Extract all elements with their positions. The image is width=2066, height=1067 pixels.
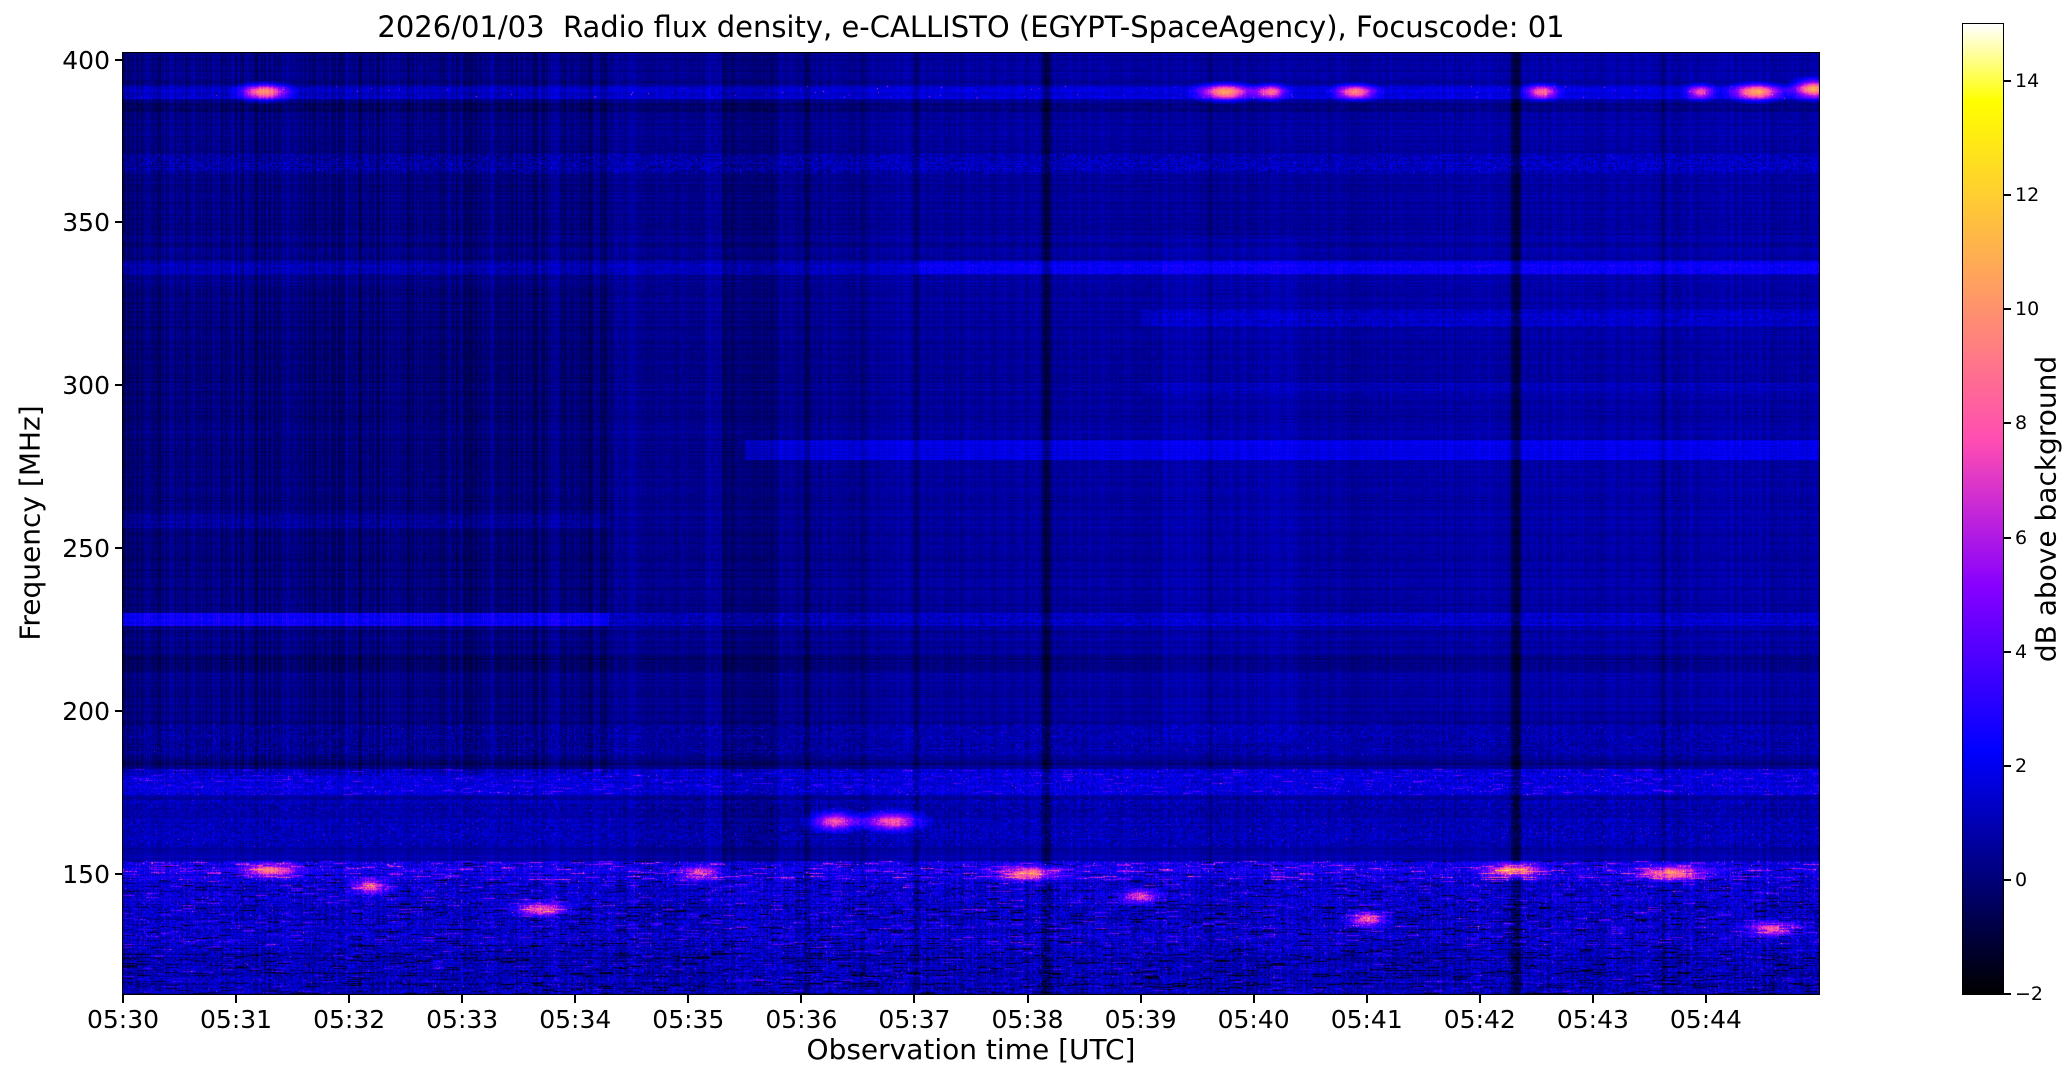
- x-tick-mark: [348, 995, 351, 1003]
- colorbar-tick-label: 12: [2015, 184, 2040, 207]
- x-tick-label: 05:33: [426, 1005, 499, 1034]
- y-tick-label: 400: [62, 45, 110, 75]
- x-tick-mark: [1252, 995, 1255, 1003]
- y-tick-label: 150: [62, 859, 110, 889]
- x-tick-mark: [574, 995, 577, 1003]
- chart-title: 2026/01/03 Radio flux density, e-CALLIST…: [377, 10, 1565, 44]
- colorbar-tick-mark: [2003, 80, 2011, 83]
- x-tick-label: 05:44: [1669, 1005, 1742, 1034]
- colorbar: [1962, 23, 2004, 995]
- colorbar-tick-mark: [2003, 536, 2011, 539]
- y-tick-mark: [115, 872, 123, 875]
- spectrogram-canvas: [123, 53, 1819, 994]
- x-tick-mark: [913, 995, 916, 1003]
- y-tick-label: 350: [62, 208, 110, 238]
- x-tick-mark: [1704, 995, 1707, 1003]
- x-tick-mark: [1026, 995, 1029, 1003]
- colorbar-tick-label: 10: [2015, 298, 2040, 321]
- y-tick-label: 300: [62, 371, 110, 401]
- colorbar-tick-mark: [2003, 993, 2011, 995]
- colorbar-tick-mark: [2003, 194, 2011, 197]
- x-tick-mark: [1139, 995, 1142, 1003]
- x-tick-label: 05:31: [200, 1005, 273, 1034]
- colorbar-tick-label: 4: [2015, 640, 2028, 663]
- colorbar-tick-mark: [2003, 422, 2011, 425]
- y-tick-mark: [115, 221, 123, 224]
- colorbar-tick-mark: [2003, 878, 2011, 881]
- x-tick-label: 05:41: [1330, 1005, 1403, 1034]
- x-tick-label: 05:39: [1104, 1005, 1177, 1034]
- colorbar-tick-label: 14: [2015, 70, 2040, 93]
- x-tick-label: 05:43: [1556, 1005, 1629, 1034]
- x-tick-mark: [800, 995, 803, 1003]
- y-axis-label: Frequency [MHz]: [13, 405, 47, 641]
- x-tick-label: 05:36: [765, 1005, 838, 1034]
- x-tick-mark: [235, 995, 238, 1003]
- y-tick-mark: [115, 58, 123, 61]
- x-tick-mark: [1478, 995, 1481, 1003]
- y-tick-mark: [115, 709, 123, 712]
- x-tick-label: 05:35: [652, 1005, 725, 1034]
- colorbar-tick-mark: [2003, 308, 2011, 311]
- colorbar-label: dB above background: [2029, 355, 2063, 663]
- y-tick-mark: [115, 384, 123, 387]
- colorbar-tick-label: 6: [2015, 526, 2028, 549]
- x-tick-label: 05:42: [1443, 1005, 1516, 1034]
- y-tick-label: 250: [62, 533, 110, 563]
- colorbar-tick-mark: [2003, 650, 2011, 653]
- y-tick-mark: [115, 546, 123, 549]
- x-tick-label: 05:40: [1217, 1005, 1290, 1034]
- x-axis-label: Observation time [UTC]: [806, 1033, 1136, 1066]
- x-tick-label: 05:34: [539, 1005, 612, 1034]
- x-tick-mark: [687, 995, 690, 1003]
- colorbar-tick-label: 0: [2015, 868, 2028, 891]
- x-tick-mark: [122, 995, 124, 1003]
- colorbar-canvas: [1963, 24, 2003, 994]
- x-tick-label: 05:30: [86, 1005, 160, 1034]
- colorbar-tick-mark: [2003, 764, 2011, 767]
- x-tick-mark: [1365, 995, 1368, 1003]
- y-tick-label: 200: [62, 696, 110, 726]
- x-tick-label: 05:37: [878, 1005, 951, 1034]
- colorbar-tick-label: 2: [2015, 754, 2028, 777]
- x-tick-mark: [461, 995, 464, 1003]
- x-tick-label: 05:32: [313, 1005, 386, 1034]
- x-tick-mark: [1591, 995, 1594, 1003]
- colorbar-tick-label: −2: [2015, 983, 2044, 1005]
- plot-area: [122, 52, 1820, 995]
- colorbar-tick-label: 8: [2015, 412, 2028, 435]
- x-tick-label: 05:38: [991, 1005, 1064, 1034]
